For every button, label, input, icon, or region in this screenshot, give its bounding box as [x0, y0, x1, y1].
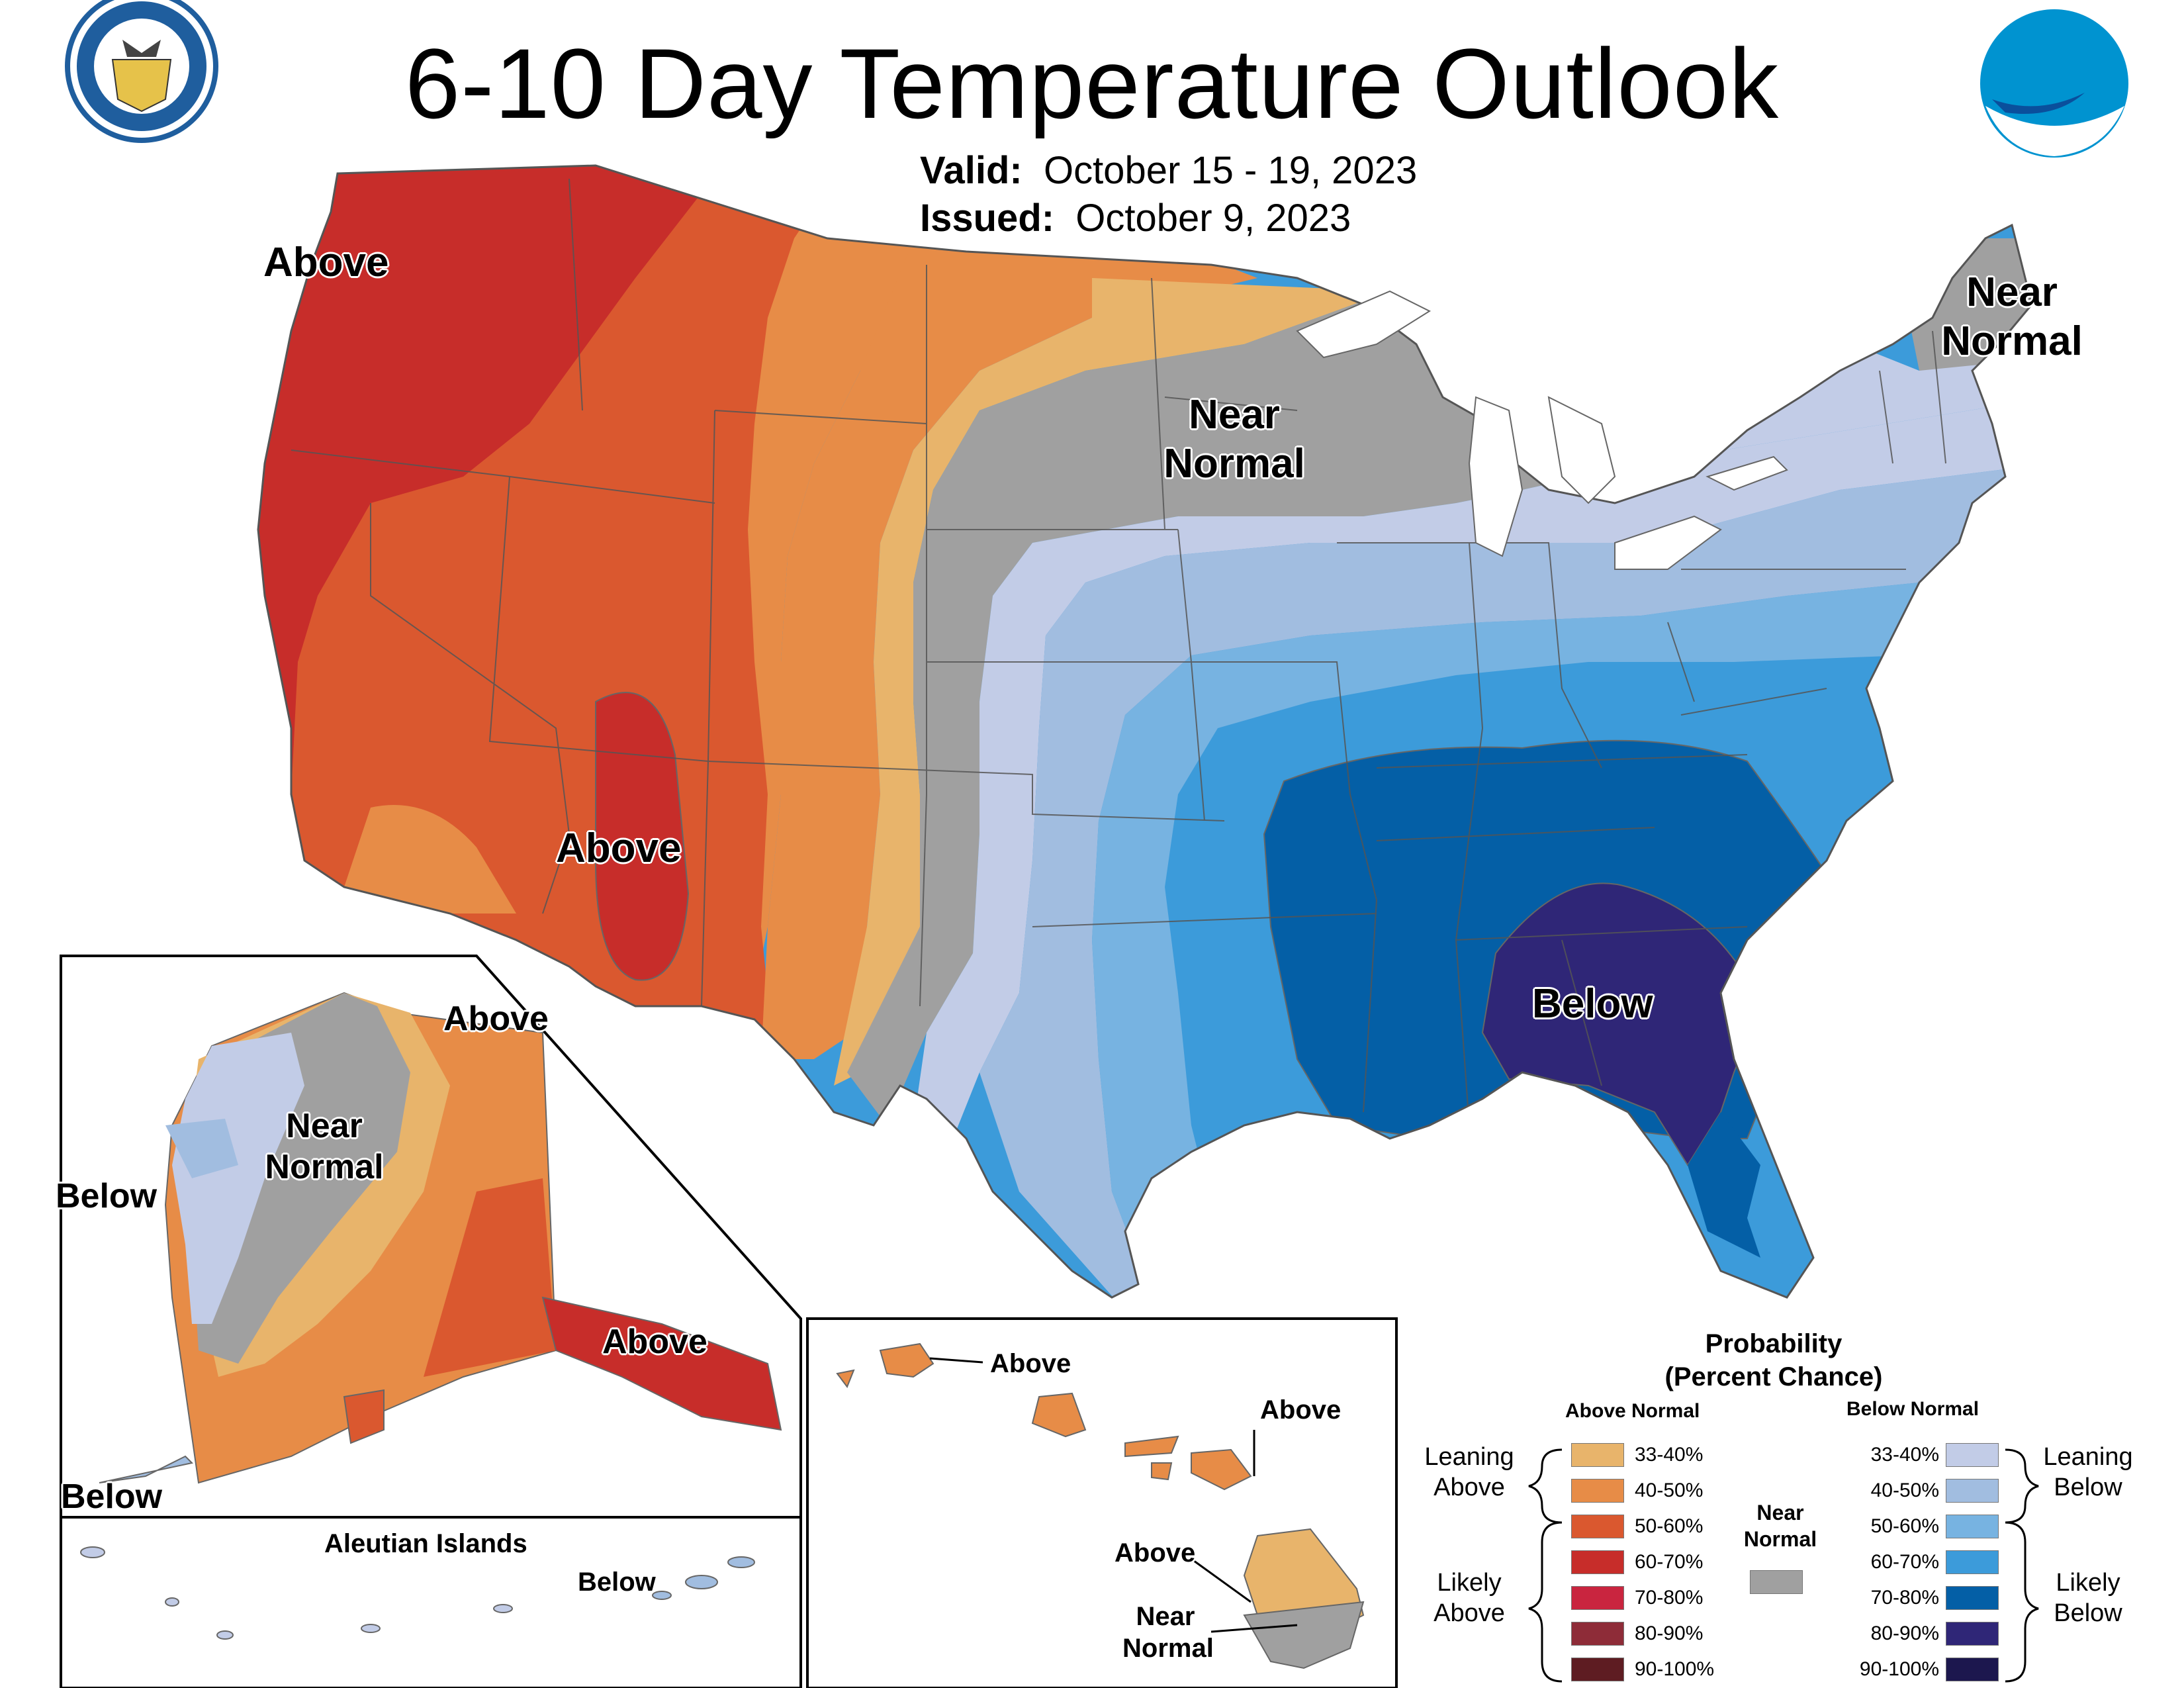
legend-below-label: 50-60% — [1870, 1515, 1939, 1537]
valid-value: October 15 - 19, 2023 — [1043, 149, 1418, 192]
legend-below-label: 80-90% — [1870, 1622, 1939, 1644]
legend-near-normal-swatch — [1750, 1570, 1803, 1594]
great-lakes — [1296, 290, 1788, 570]
label-southeast-below: Below — [1532, 981, 1653, 1027]
legend-likely-below: Likely Below — [2054, 1569, 2122, 1627]
label-northeast-near-normal: Near Normal — [1941, 269, 2083, 364]
label-alaska-panhandle-above: Above — [602, 1323, 707, 1361]
legend-leaning-below: Leaning Below — [2043, 1443, 2133, 1501]
legend-above-swatch — [1571, 1622, 1624, 1646]
legend-above-label: 90-100% — [1635, 1658, 1715, 1680]
legend-above-label: 80-90% — [1635, 1622, 1704, 1644]
legend-below-swatch — [1946, 1622, 1999, 1646]
issued-label: Issued: — [920, 197, 1055, 240]
legend-below-swatch — [1946, 1550, 1999, 1574]
commerce-seal-logo — [65, 0, 218, 143]
legend-below-swatch — [1946, 1479, 1999, 1503]
legend-above-header: Above Normal — [1565, 1400, 1700, 1422]
label-hawaii-bigisland-above: Above — [1115, 1538, 1196, 1568]
legend-below-label: 33-40% — [1870, 1444, 1939, 1466]
label-aleutian-below: Below — [578, 1568, 656, 1597]
legend-below-swatch — [1946, 1658, 1999, 1681]
label-alaska-southwest-below: Below — [61, 1477, 163, 1516]
legend-above-swatch — [1571, 1550, 1624, 1574]
legend-below-swatch — [1946, 1515, 1999, 1538]
legend-below-swatch — [1946, 1443, 1999, 1467]
legend-title: Probability (Percent Chance) — [1664, 1329, 1883, 1391]
label-midwest-near-normal: Near Normal — [1163, 392, 1305, 487]
legend-above-swatch — [1571, 1443, 1624, 1467]
legend-likely-above: Likely Above — [1433, 1569, 1505, 1627]
legend-above-label: 70-80% — [1635, 1587, 1704, 1609]
alaska-regions — [99, 992, 782, 1484]
legend-below-label: 70-80% — [1870, 1587, 1939, 1609]
label-hawaii-kauai-above: Above — [990, 1349, 1071, 1378]
noaa-logo — [1980, 9, 2128, 158]
label-alaska-north-above: Above — [443, 1000, 549, 1038]
legend-leaning-above: Leaning Above — [1424, 1443, 1514, 1501]
legend-below-label: 40-50% — [1870, 1479, 1939, 1501]
hawaii-callout-lines — [929, 1357, 1298, 1633]
legend-below-label: 60-70% — [1870, 1551, 1939, 1573]
legend-below-swatch — [1946, 1586, 1999, 1610]
legend-near-normal-label: Near Normal — [1743, 1501, 1817, 1551]
label-southwest-above: Above — [556, 825, 682, 871]
issued-value: October 9, 2023 — [1075, 197, 1351, 240]
label-hawaii-oahu-above: Above — [1260, 1395, 1342, 1425]
legend-above-label: 40-50% — [1635, 1479, 1704, 1501]
aleutian-islands-shapes — [80, 1546, 755, 1640]
legend-above-swatch — [1571, 1586, 1624, 1610]
legend-below-header: Below Normal — [1846, 1398, 1979, 1420]
hawaii-islands — [836, 1342, 1365, 1669]
aleutian-title: Aleutian Islands — [324, 1529, 527, 1558]
valid-label: Valid: — [920, 149, 1023, 192]
legend-below-label: 90-100% — [1859, 1658, 1939, 1680]
label-hawaii-bigisland-near-normal: Near Normal — [1122, 1602, 1214, 1663]
legend-above-label: 50-60% — [1635, 1515, 1704, 1537]
page-title: 6-10 Day Temperature Outlook — [404, 28, 1780, 139]
legend-above-label: 60-70% — [1635, 1551, 1704, 1573]
conus-outline — [257, 164, 2033, 1299]
label-west-above: Above — [263, 240, 389, 285]
legend-above-swatch — [1571, 1479, 1624, 1503]
legend-above-swatch — [1571, 1515, 1624, 1538]
label-alaska-near-normal: Near Normal — [265, 1107, 384, 1186]
label-alaska-west-below: Below — [56, 1177, 158, 1215]
date-block: Valid: October 15 - 19, 2023 Issued: Oct… — [920, 147, 1417, 242]
legend-above-swatch — [1571, 1658, 1624, 1681]
legend-above-label: 33-40% — [1635, 1444, 1704, 1466]
